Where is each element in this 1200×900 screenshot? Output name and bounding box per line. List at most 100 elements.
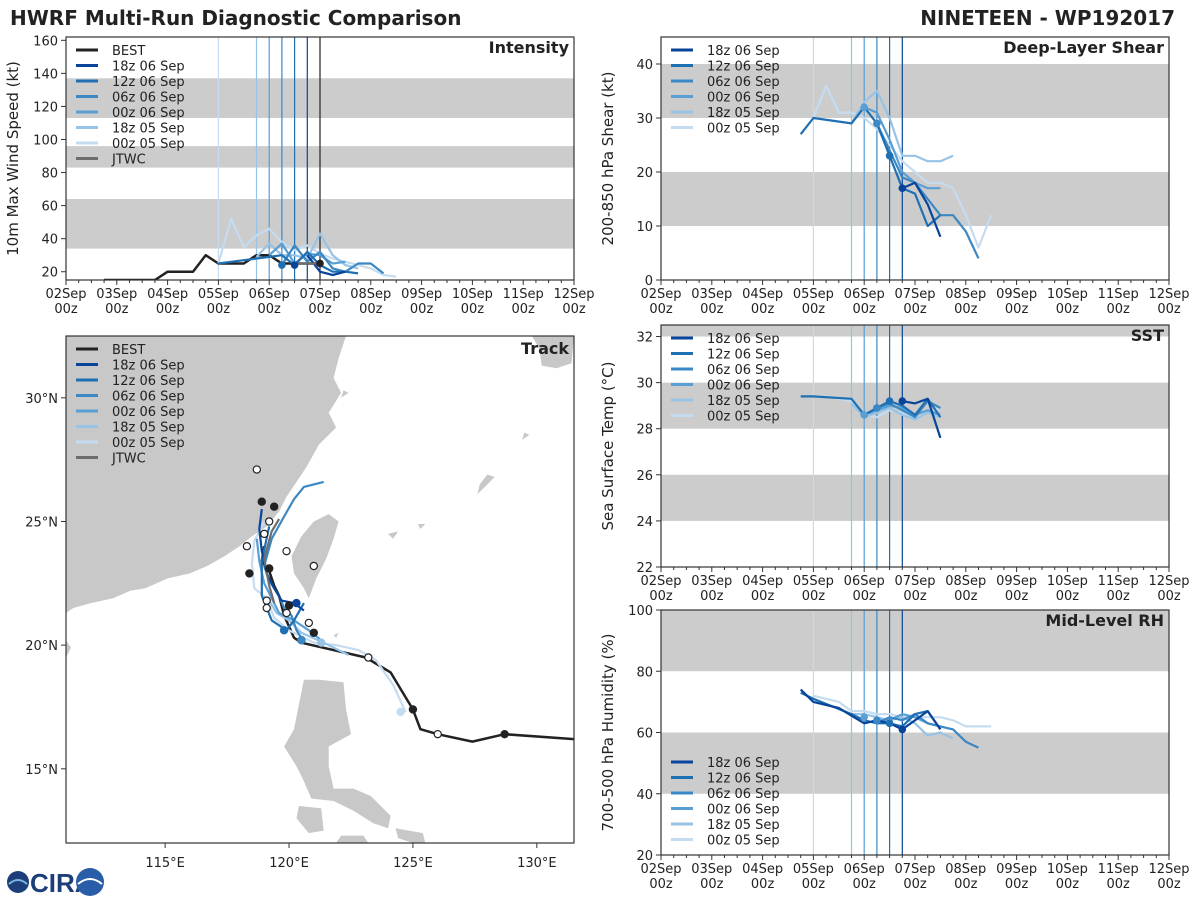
intensity-marker-18z-06-sep-1 (290, 261, 299, 269)
track-marker-best-14 (262, 596, 271, 605)
sst-marker-06z-06-sep-1 (873, 404, 881, 412)
track-lon-label-130: 130°E (517, 856, 557, 871)
track-plot-area (66, 336, 574, 843)
intensity-xtick-label-9: 11Sep 00z (503, 287, 544, 317)
shear-title: Deep-Layer Shear (1003, 38, 1164, 57)
shear-band-0 (661, 172, 1169, 226)
shear-ytick-label-10: 10 (636, 220, 653, 235)
land-ryukyu-d (522, 432, 530, 440)
shear-legend-label-12z-06-sep: 12z 06 Sep (707, 60, 780, 75)
track-lon-label-115: 115°E (145, 856, 185, 871)
sst-xtick-label-6: 08Sep 00z (945, 574, 986, 604)
sst-marker-00z-06-sep-0 (860, 411, 868, 419)
intensity-legend-label-best: BEST (112, 44, 145, 59)
sst-panel: 02Sep 00z 03Sep 00z 04Sep 00z 05Sep 00z 06Sep 00z… (599, 324, 1190, 604)
rh-plot-area (661, 610, 1169, 855)
sst-band-1 (661, 382, 1169, 429)
track-marker-best-17 (265, 517, 274, 526)
intensity-ytick-label-160: 160 (33, 34, 58, 49)
rh-xtick-label-5: 07Sep 00z (894, 862, 935, 892)
rh-xtick-label-1: 03Sep 00z (691, 862, 732, 892)
shear-legend-label-18z-06-sep: 18z 06 Sep (707, 44, 780, 59)
shear-xtick-label-5: 07Sep 00z (894, 287, 935, 317)
sst-legend-label-18z-06-sep: 18z 06 Sep (707, 332, 780, 347)
intensity-xtick-label-7: 09Sep 00z (401, 287, 442, 317)
track-marker-18z-06-sep-25 (292, 598, 301, 608)
shear-xtick-label-8: 10Sep 00z (1047, 287, 1088, 317)
shear-series-00z-06-sep (863, 106, 941, 190)
intensity-xtick-label-6: 08Sep 00z (350, 287, 391, 317)
land-ryukyu-c (417, 524, 426, 529)
sst-ytick-label-26: 26 (636, 469, 653, 484)
track-panel: 115°E 120°E 125°E 130°E 15°N 20°N 25°N 30°N Trac… (25, 335, 575, 871)
cira-globe-icon (7, 871, 29, 893)
track-lat-label-30: 30°N (25, 392, 58, 407)
track-marker-best-19 (282, 546, 291, 556)
sst-ytick-label-22: 22 (636, 561, 653, 576)
intensity-ytick-label-20: 20 (41, 266, 58, 281)
intensity-legend-label-18z-05-sep: 18z 05 Sep (112, 122, 185, 137)
land-mindoro (296, 805, 324, 834)
intensity-xtick-label-10: 12Sep 00z (553, 287, 594, 317)
storm-id: NINETEEN - WP192017 (920, 6, 1175, 30)
sst-title: SST (1131, 326, 1164, 345)
shear-ytick-label-0: 0 (645, 274, 653, 289)
intensity-legend-label-jtwc: JTWC (111, 153, 146, 168)
intensity-xtick-label-5: 07Sep 00z (299, 287, 340, 317)
rh-xtick-label-7: 09Sep 00z (996, 862, 1037, 892)
land-taiwan (291, 514, 339, 599)
sst-band-0 (661, 474, 1169, 521)
sst-ylabel: Sea Surface Temp (°C) (599, 361, 617, 530)
shear-series-18z-05-sep (850, 89, 954, 163)
shear-series-12z-06-sep (799, 106, 942, 228)
intensity-marker-12z-06-sep-0 (278, 261, 286, 269)
track-legend-label-12z-06-sep: 12z 06 Sep (112, 374, 185, 389)
sst-legend-label-12z-06-sep: 12z 06 Sep (707, 348, 780, 363)
track-frame (65, 335, 575, 844)
track-lat-label-25: 25°N (25, 515, 58, 530)
sst-marker-18z-06-sep-3 (898, 397, 907, 405)
track-marker-best-0 (500, 729, 509, 739)
track-series-00z-05-sep (250, 521, 407, 713)
shear-xtick-label-6: 08Sep 00z (945, 287, 986, 317)
rh-legend-label-18z-05-sep: 18z 05 Sep (707, 818, 780, 833)
sst-band-2 (661, 325, 1169, 337)
intensity-marker-best-2 (316, 259, 324, 268)
shear-series-00z-05-sep (812, 84, 993, 249)
sst-marker-12z-06-sep-2 (885, 397, 894, 405)
track-marker-12z-06-sep-24 (279, 626, 289, 635)
intensity-ytick-label-60: 60 (41, 200, 58, 215)
sst-xtick-label-9: 11Sep 00z (1098, 574, 1139, 604)
rh-series-06z-06-sep (876, 712, 979, 749)
land-zhoushan (341, 390, 349, 398)
track-marker-00z-05-sep-21 (396, 707, 405, 717)
shear-marker-00z-06-sep-0 (860, 103, 868, 111)
track-legend-label-00z-06-sep: 00z 06 Sep (112, 405, 185, 420)
rh-xtick-label-2: 04Sep 00z (742, 862, 783, 892)
land-luzon (284, 679, 391, 829)
shear-marker-12z-06-sep-2 (885, 152, 894, 160)
track-series-jtwc (263, 518, 281, 604)
rh-series-18z-06-sep (799, 688, 942, 731)
rh-marker-12z-06-sep-2 (885, 719, 894, 728)
rh-series-18z-05-sep (851, 712, 954, 740)
rh-marker-00z-06-sep-0 (860, 713, 868, 721)
intensity-title: Intensity (489, 38, 570, 57)
track-marker-best-3 (309, 628, 319, 637)
track-lat-label-20: 20°N (25, 639, 58, 654)
intensity-legend-label-18z-06-sep: 18z 06 Sep (112, 60, 185, 75)
rh-marker-18z-06-sep-3 (898, 725, 907, 734)
track-lon-label-125: 125°E (393, 856, 433, 871)
track-series-12z-06-sep (260, 526, 305, 632)
shear-panel: 02Sep 00z 03Sep 00z 04Sep 00z 05Sep 00z 06Sep 00z… (599, 36, 1190, 317)
track-marker-best-9 (433, 729, 442, 739)
rh-legend-label-18z-06-sep: 18z 06 Sep (707, 756, 780, 771)
land-hainan (66, 640, 71, 658)
shear-band-1 (661, 64, 1169, 118)
shear-series-06z-06-sep (875, 122, 980, 259)
sst-xtick-label-0: 02Sep 00z (640, 574, 681, 604)
sst-xtick-label-2: 04Sep 00z (742, 574, 783, 604)
intensity-ytick-label-40: 40 (41, 233, 58, 248)
track-marker-18z-05-sep-22 (317, 638, 326, 647)
rh-marker-06z-06-sep-1 (873, 716, 881, 725)
